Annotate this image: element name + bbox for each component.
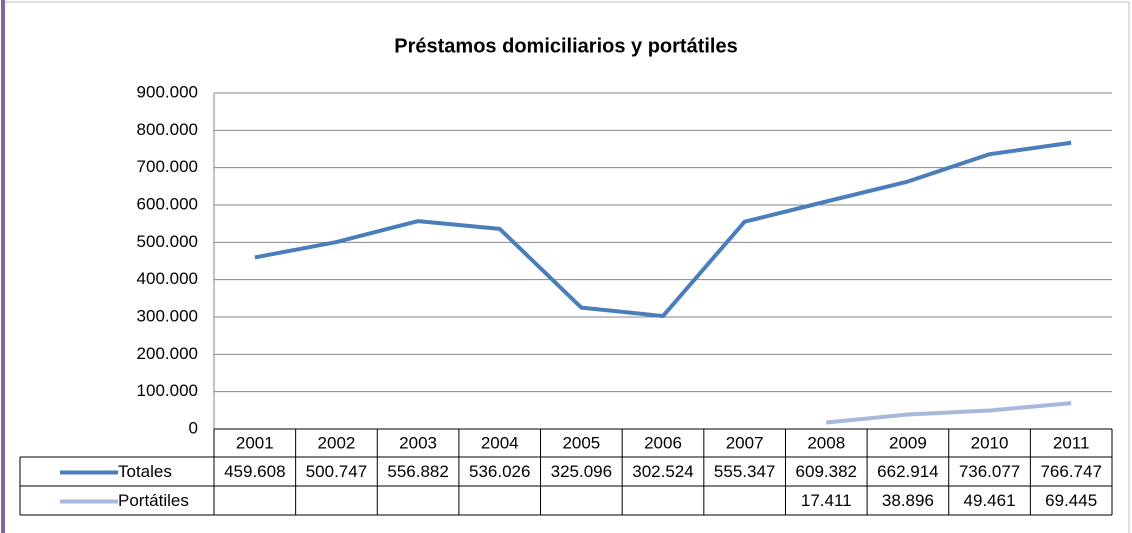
data-label: 609.382 xyxy=(796,462,857,481)
x-tick-label: 2005 xyxy=(562,433,600,452)
data-label: 766.747 xyxy=(1040,462,1101,481)
legend-label: Totales xyxy=(118,462,172,481)
x-tick-label: 2003 xyxy=(399,433,437,452)
y-tick-label: 500.000 xyxy=(137,232,198,251)
series-line xyxy=(254,140,1072,319)
x-tick-label: 2002 xyxy=(318,433,356,452)
y-tick-label: 700.000 xyxy=(137,157,198,176)
x-tick-label: 2001 xyxy=(236,433,274,452)
data-label: 49.461 xyxy=(964,491,1016,510)
data-label: 536.026 xyxy=(469,462,530,481)
data-label: 662.914 xyxy=(877,462,938,481)
data-label: 302.524 xyxy=(632,462,693,481)
x-tick-label: 2011 xyxy=(1053,433,1090,452)
x-tick-label: 2007 xyxy=(726,433,764,452)
y-tick-label: 800.000 xyxy=(137,120,198,139)
x-tick-label: 2004 xyxy=(481,433,519,452)
y-tick-label: 600.000 xyxy=(137,194,198,213)
x-tick-label: 2009 xyxy=(889,433,927,452)
data-label: 555.347 xyxy=(714,462,775,481)
data-label: 69.445 xyxy=(1045,491,1097,510)
data-label: 736.077 xyxy=(959,462,1020,481)
x-tick-label: 2010 xyxy=(971,433,1009,452)
y-tick-label: 300.000 xyxy=(137,306,198,325)
x-tick-label: 2006 xyxy=(644,433,682,452)
y-tick-label: 400.000 xyxy=(137,269,198,288)
data-label: 500.747 xyxy=(306,462,367,481)
y-tick-label: 200.000 xyxy=(137,344,198,363)
data-label: 325.096 xyxy=(551,462,612,481)
data-label: 38.896 xyxy=(882,491,934,510)
y-tick-label: 100.000 xyxy=(137,381,198,400)
legend-label: Portátiles xyxy=(118,491,189,510)
chart-title: Préstamos domiciliarios y portátiles xyxy=(394,35,737,57)
data-label: 459.608 xyxy=(224,462,285,481)
x-tick-label: 2008 xyxy=(807,433,845,452)
y-tick-label: 900.000 xyxy=(137,82,198,101)
series-line xyxy=(826,401,1072,425)
data-label: 17.411 xyxy=(801,491,852,510)
y-tick-label: 0 xyxy=(189,418,198,437)
data-label: 556.882 xyxy=(387,462,448,481)
